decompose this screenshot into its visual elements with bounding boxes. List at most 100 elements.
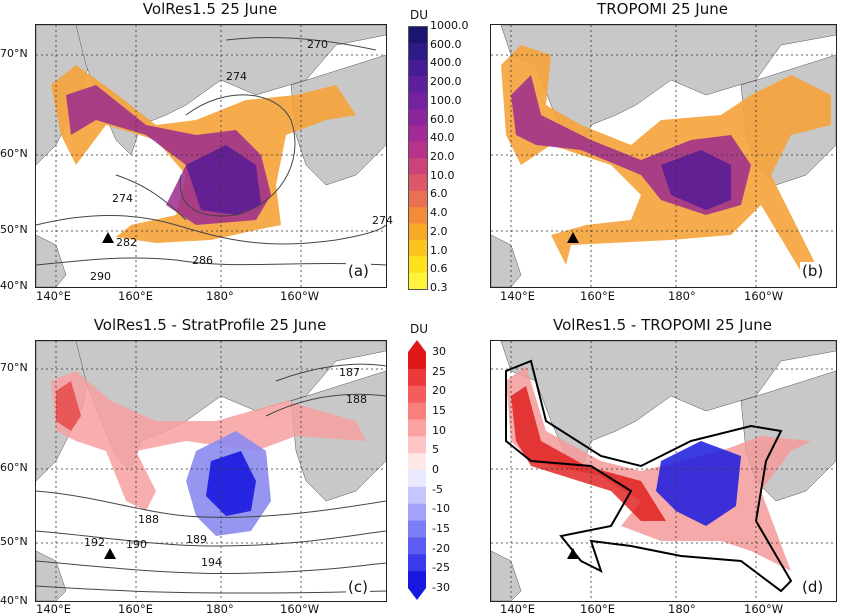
- panel-c-tag: (c): [346, 578, 370, 596]
- colorbar-segment: [409, 27, 427, 44]
- contour-label: 274: [226, 70, 247, 83]
- colorbar-segment: [408, 436, 426, 454]
- contour-label: 290: [90, 270, 111, 283]
- lon-label: 140°E: [500, 602, 535, 616]
- lon-label: 160°E: [580, 602, 615, 616]
- diff-positive: [506, 366, 811, 571]
- lon-label: 160°E: [118, 602, 153, 616]
- lat-label: 70°N: [0, 47, 28, 60]
- colorbar-tick-label: 25: [432, 364, 446, 378]
- lon-label: 140°E: [36, 289, 71, 303]
- lat-label: 50°N: [0, 223, 28, 236]
- colorbar-top-unit: DU: [410, 8, 429, 22]
- colorbar-extend-max: [408, 340, 426, 352]
- colorbar-tick-label: 60.0: [430, 112, 455, 126]
- colorbar-segment: [409, 190, 427, 208]
- colorbar-bottom-unit: DU: [410, 322, 429, 336]
- colorbar-tick-label: 1.0: [430, 243, 448, 257]
- volcano-marker: [567, 548, 579, 559]
- colorbar-tick-label: 100.0: [430, 93, 462, 107]
- panel-b-title: TROPOMI 25 June: [597, 0, 728, 18]
- colorbar-segment: [408, 520, 426, 538]
- lon-label: 140°E: [500, 289, 535, 303]
- colorbar-tick-label: 200.0: [430, 75, 462, 89]
- lat-label: 50°N: [0, 535, 28, 548]
- colorbar-tick-label: 40.0: [430, 131, 455, 145]
- panel-b-map: [490, 24, 837, 288]
- colorbar-tick-label: -30: [432, 581, 450, 594]
- colorbar-segment: [409, 125, 427, 143]
- contour-label: 286: [192, 254, 213, 267]
- contour-label: 189: [186, 533, 207, 546]
- colorbar-tick-label: 10.0: [430, 168, 455, 182]
- colorbar-segment: [409, 223, 427, 241]
- colorbar-segment: [409, 272, 427, 290]
- so2-plume-center: [186, 145, 261, 215]
- diff-positive-strong: [56, 381, 81, 431]
- lon-label: 140°E: [36, 602, 71, 616]
- lon-label: 180°: [668, 289, 696, 303]
- colorbar-tick-label: -20: [432, 541, 450, 555]
- colorbar-tick-label: 400.0: [430, 56, 462, 70]
- contour-label: 274: [112, 192, 133, 205]
- colorbar-segment: [409, 43, 427, 61]
- lon-label: 180°: [206, 602, 234, 616]
- colorbar-segment: [408, 554, 426, 572]
- land-japan: [491, 234, 522, 287]
- colorbar-tick-label: 0.6: [430, 262, 448, 276]
- colorbar-segment: [408, 537, 426, 555]
- panel-d-map: [490, 340, 837, 602]
- colorbar-segment: [408, 486, 426, 505]
- land-alaska: [290, 54, 386, 186]
- colorbar-segment: [409, 239, 427, 257]
- colorbar-tick-label: 0.3: [430, 281, 448, 294]
- diff-positive: [51, 371, 366, 511]
- diff-positive-strong: [511, 386, 666, 521]
- colorbar-segment: [408, 470, 426, 488]
- colorbar-tick-label: 20.0: [430, 150, 455, 163]
- contour-label: 190: [126, 538, 147, 551]
- colorbar-tick-label: 30: [432, 345, 446, 358]
- land-japan: [36, 550, 67, 601]
- lon-label: 160°E: [580, 289, 615, 303]
- colorbar-bottom: [406, 340, 428, 600]
- colorbar-tick-label: -5: [432, 482, 443, 496]
- colorbar-tick-label: 5: [432, 443, 439, 457]
- colorbar-segment: [409, 92, 427, 110]
- colorbar-top: [408, 26, 428, 290]
- contour-label: 188: [138, 513, 159, 526]
- panel-a-map: [35, 24, 387, 288]
- colorbar-tick-label: 20: [432, 384, 446, 398]
- land-japan: [36, 234, 67, 287]
- colorbar-tick-label: -25: [432, 561, 450, 575]
- colorbar-segment: [409, 207, 427, 224]
- panel-d-title: VolRes1.5 - TROPOMI 25 June: [553, 316, 772, 334]
- lon-label: 160°W: [744, 602, 784, 616]
- colorbar-segment: [409, 76, 427, 93]
- so2-plume-center: [661, 150, 731, 210]
- land-japan: [491, 550, 522, 601]
- plume-outline: [505, 359, 793, 593]
- colorbar-tick-label: 15: [432, 404, 446, 417]
- diff-negative: [656, 441, 741, 526]
- lon-label: 160°W: [744, 289, 784, 303]
- panel-b-tag: (b): [800, 262, 826, 280]
- lat-label: 70°N: [0, 361, 28, 374]
- colorbar-tick-label: -10: [432, 502, 450, 516]
- contour-label: 270: [307, 38, 328, 51]
- colorbar-segment: [409, 256, 427, 274]
- panel-c-title: VolRes1.5 - StratProfile 25 June: [93, 316, 327, 334]
- colorbar-tick-label: 10: [432, 423, 446, 437]
- colorbar-tick-label: 2.0: [430, 224, 448, 238]
- lat-label: 40°N: [0, 594, 28, 607]
- colorbar-segment: [408, 571, 426, 589]
- colorbar-segment: [408, 385, 426, 404]
- volcano-marker: [102, 232, 114, 243]
- colorbar-segment: [408, 419, 426, 437]
- colorbar-extend-min: [408, 588, 426, 600]
- colorbar-segment: [408, 453, 426, 471]
- colorbar-tick-label: -15: [432, 522, 450, 535]
- colorbar-segment: [409, 59, 427, 77]
- contour-label: 274: [372, 214, 393, 227]
- colorbar-tick-label: 6.0: [430, 187, 448, 201]
